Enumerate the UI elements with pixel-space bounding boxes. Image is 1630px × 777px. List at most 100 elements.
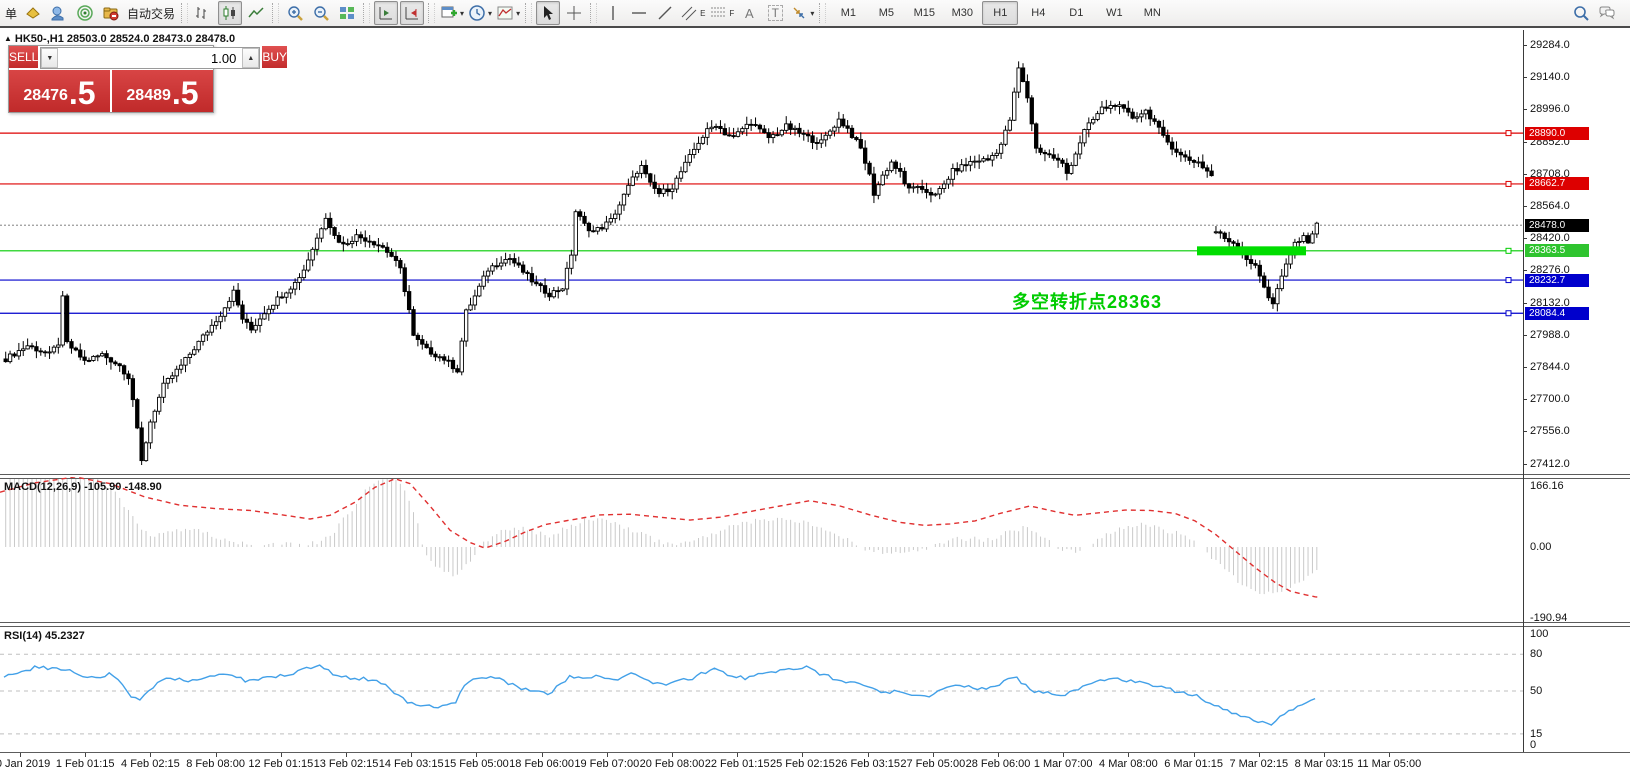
- timeframe-mn[interactable]: MN: [1143, 7, 1161, 19]
- time-tick: [606, 753, 608, 757]
- time-axis[interactable]: 30 Jan 2019 1 Feb 01:15 4 Feb 02:15 8 Feb 0…: [0, 752, 1630, 777]
- toolbar-separator: [525, 3, 533, 23]
- arrows-button[interactable]: ▾: [789, 1, 815, 25]
- price-tag-28890.0: 28890.0: [1525, 126, 1589, 140]
- price-tick: [1523, 205, 1527, 207]
- new-order-button[interactable]: 单: [5, 6, 18, 21]
- indicators-button[interactable]: ▾: [495, 1, 521, 25]
- timeframe-m30[interactable]: M30: [951, 7, 974, 19]
- chart-title: ▲ HK50-,H1 28503.0 28524.0 28473.0 28478.…: [4, 33, 236, 45]
- candlestick-chart[interactable]: [0, 30, 1523, 474]
- equidistant-channel-icon[interactable]: E: [679, 1, 706, 25]
- trend-line-icon[interactable]: [653, 1, 677, 25]
- price-tick: [1523, 463, 1527, 465]
- buy-price[interactable]: 28489.5: [112, 70, 213, 112]
- price-tag-28084.4: 28084.4: [1525, 306, 1589, 320]
- macd-panel[interactable]: [0, 477, 1523, 622]
- rsi-panel[interactable]: [0, 626, 1523, 752]
- time-label: 28 Feb 06:00: [965, 758, 1031, 770]
- line-handle[interactable]: [1505, 310, 1512, 317]
- market-watch-icon[interactable]: [21, 1, 45, 25]
- volume-stepper: ▼ ▲: [40, 47, 261, 69]
- rsi-axis-label: 15: [1530, 728, 1543, 740]
- text-icon[interactable]: A: [744, 5, 754, 21]
- price-tick: [1523, 302, 1527, 304]
- time-label: 8 Mar 03:15: [1294, 758, 1354, 770]
- volume-decrease-button[interactable]: ▼: [41, 48, 59, 68]
- time-label: 8 Feb 08:00: [186, 758, 245, 770]
- time-label: 4 Feb 02:15: [121, 758, 180, 770]
- tile-windows-icon[interactable]: [335, 1, 359, 25]
- time-tick: [280, 753, 282, 757]
- time-tick: [1389, 753, 1391, 757]
- time-tick: [802, 753, 804, 757]
- price-tick: [1523, 238, 1527, 240]
- timeframe-w1[interactable]: W1: [1106, 7, 1123, 19]
- price-tick-label: 29284.0: [1530, 39, 1570, 51]
- time-tick: [737, 753, 739, 757]
- time-tick: [867, 753, 869, 757]
- time-label: 27 Feb 05:00: [900, 758, 966, 770]
- time-label: 15 Feb 05:00: [443, 758, 509, 770]
- line-handle[interactable]: [1505, 277, 1512, 284]
- timeframe-m1[interactable]: M1: [840, 7, 856, 19]
- time-label: 12 Feb 01:15: [248, 758, 314, 770]
- vertical-line-icon[interactable]: [601, 1, 625, 25]
- timeframe-h1[interactable]: H1: [982, 1, 1019, 25]
- timeframe-m15[interactable]: M15: [913, 7, 936, 19]
- candlestick-chart-icon[interactable]: [218, 1, 243, 25]
- price-tag-28363.5: 28363.5: [1525, 244, 1589, 258]
- price-tick-label: 28564.0: [1530, 199, 1570, 212]
- panel-separator[interactable]: [0, 474, 1630, 479]
- line-handle[interactable]: [1505, 130, 1512, 137]
- rsi-axis-label: 0: [1530, 739, 1537, 751]
- zoom-in-icon[interactable]: [283, 1, 307, 25]
- text-label-icon[interactable]: T: [763, 1, 787, 25]
- sell-button[interactable]: SELL: [9, 46, 39, 70]
- horizontal-line-icon[interactable]: [627, 1, 651, 25]
- timeframe-h4[interactable]: H4: [1031, 7, 1046, 19]
- autotrading-button[interactable]: 自动交易: [127, 6, 176, 21]
- sell-price[interactable]: 28476.5: [9, 70, 110, 112]
- dropdown-caret: ▾: [460, 8, 465, 18]
- chart-shift-icon[interactable]: [374, 1, 399, 25]
- channel-suffix: E: [700, 8, 706, 18]
- rsi-axis-label: 80: [1530, 648, 1543, 660]
- new-chart-button[interactable]: ▾: [439, 1, 465, 25]
- search-icon[interactable]: [1569, 1, 1593, 25]
- price-tick: [1523, 366, 1527, 368]
- line-handle[interactable]: [1505, 180, 1512, 187]
- panel-separator[interactable]: [0, 622, 1630, 627]
- time-label: 19 Feb 07:00: [574, 758, 640, 770]
- rsi-line: [3, 664, 1316, 726]
- toolbar-separator: [819, 3, 827, 23]
- signals-icon[interactable]: [73, 1, 97, 25]
- buy-button[interactable]: BUY: [262, 46, 288, 70]
- chat-icon[interactable]: [1595, 1, 1619, 25]
- highlight-band[interactable]: [1197, 246, 1306, 256]
- price-tick-label: 27556.0: [1530, 425, 1570, 438]
- autotrading-icon[interactable]: [99, 1, 123, 25]
- chart-area[interactable]: ▲ HK50-,H1 28503.0 28524.0 28473.0 28478.…: [0, 30, 1630, 777]
- line-handle[interactable]: [1505, 247, 1512, 254]
- timeframe-d1[interactable]: D1: [1069, 7, 1084, 19]
- auto-scroll-icon[interactable]: [400, 1, 425, 25]
- toolbar-separator: [590, 3, 598, 23]
- volume-input[interactable]: [58, 48, 243, 68]
- volume-increase-button[interactable]: ▲: [242, 48, 260, 68]
- zoom-out-icon[interactable]: [309, 1, 333, 25]
- time-tick: [346, 753, 347, 757]
- price-tick: [1523, 334, 1527, 336]
- toolbar-right: [1568, 1, 1630, 25]
- time-label: 26 Feb 03:15: [835, 758, 901, 770]
- periods-button[interactable]: ▾: [467, 1, 493, 25]
- fibonacci-icon[interactable]: F: [708, 1, 735, 25]
- timeframe-m5[interactable]: M5: [878, 7, 894, 19]
- rsi-label: RSI(14) 45.2327: [4, 630, 85, 642]
- time-label: 22 Feb 01:15: [704, 758, 770, 770]
- cursor-icon[interactable]: [536, 1, 561, 25]
- profile-icon[interactable]: [47, 1, 71, 25]
- crosshair-icon[interactable]: [562, 1, 586, 25]
- bar-chart-icon[interactable]: [192, 1, 216, 25]
- line-chart-icon[interactable]: [244, 1, 268, 25]
